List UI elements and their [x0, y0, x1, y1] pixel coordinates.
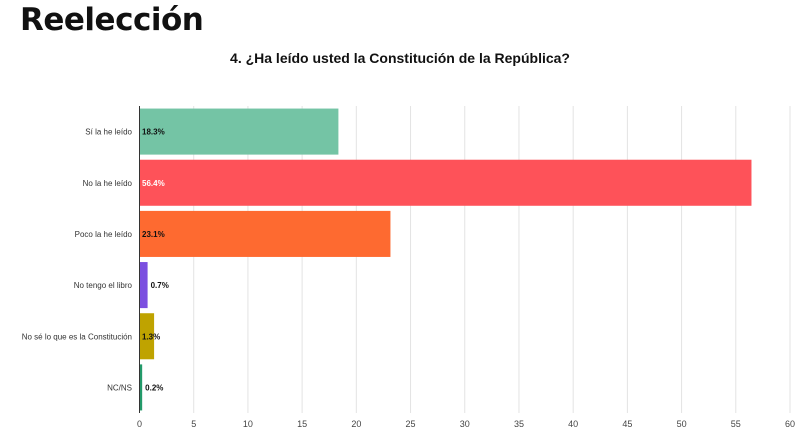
category-label: No tengo el libro — [74, 281, 133, 290]
x-tick-label: 30 — [460, 419, 470, 429]
x-tick-label: 35 — [514, 419, 524, 429]
x-tick-label: 20 — [351, 419, 361, 429]
grid-lines — [193, 106, 791, 413]
x-tick-label: 25 — [406, 419, 416, 429]
bar — [140, 262, 148, 309]
bar — [140, 210, 391, 257]
value-label: 0.2% — [145, 383, 163, 392]
category-label: Sí la he leído — [85, 128, 132, 137]
category-label: No sé lo que es la Constitución — [22, 332, 132, 341]
bar — [140, 159, 752, 206]
category-label: NC/NS — [107, 383, 132, 392]
value-label: 18.3% — [142, 128, 165, 137]
chart-title: 4. ¿Ha leído usted la Constitución de la… — [230, 50, 570, 66]
x-tick-label: 50 — [677, 419, 687, 429]
bar — [140, 313, 155, 360]
value-label: 56.4% — [142, 179, 165, 188]
x-tick-label: 40 — [568, 419, 578, 429]
x-tick-label: 45 — [622, 419, 632, 429]
category-label: Poco la he leído — [75, 230, 133, 239]
value-label: 0.7% — [151, 281, 169, 290]
category-label: No la he leído — [83, 179, 133, 188]
page-heading: Reelección — [20, 2, 204, 38]
bar — [140, 108, 339, 155]
x-tick-label: 60 — [785, 419, 795, 429]
bar — [140, 364, 143, 411]
bars — [140, 108, 752, 411]
value-label: 23.1% — [142, 230, 165, 239]
labels: 0 5 10 15 20 25 30 35 40 45 50 55 60 Sí la he leído 18… — [22, 128, 795, 429]
x-tick-label: 0 — [137, 419, 142, 429]
value-label: 1.3% — [142, 332, 160, 341]
x-tick-label: 5 — [191, 419, 196, 429]
x-tick-label: 10 — [243, 419, 253, 429]
x-tick-label: 55 — [731, 419, 741, 429]
x-tick-label: 15 — [297, 419, 307, 429]
